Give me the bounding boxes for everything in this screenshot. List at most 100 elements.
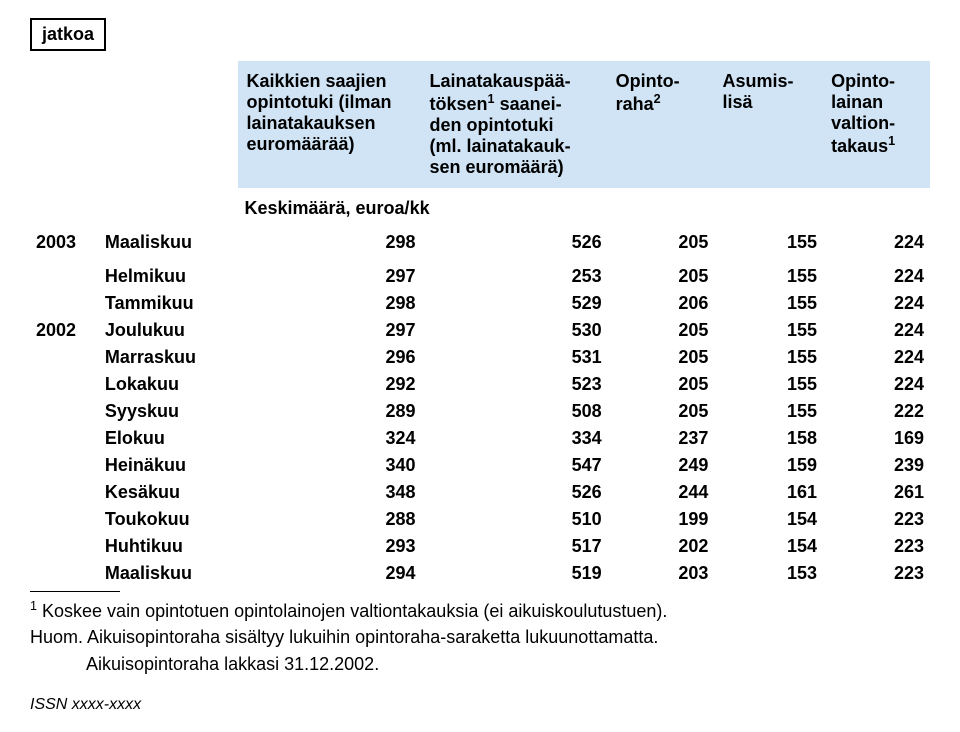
value-cell: 205 [608,344,715,371]
table-row: Kesäkuu348526244161261 [30,479,930,506]
value-cell: 155 [714,344,823,371]
footnote-separator [30,591,120,592]
value-cell: 237 [608,425,715,452]
value-cell: 531 [422,344,608,371]
value-cell: 261 [823,479,930,506]
year-cell [30,344,97,371]
value-cell: 294 [238,560,421,587]
value-cell: 288 [238,506,421,533]
value-cell: 224 [823,229,930,256]
value-cell: 199 [608,506,715,533]
year-cell [30,506,97,533]
table-row: Tammikuu298529206155224 [30,290,930,317]
data-table: Kaikkien saajien opintotuki (ilman laina… [30,61,930,587]
table-row: Syyskuu289508205155222 [30,398,930,425]
header-col3: Opinto- raha2 [608,61,715,188]
value-cell: 161 [714,479,823,506]
value-cell: 289 [238,398,421,425]
value-cell: 239 [823,452,930,479]
table-row: Huhtikuu293517202154223 [30,533,930,560]
table-row: Maaliskuu294519203153223 [30,560,930,587]
month-cell: Helmikuu [97,256,239,290]
value-cell: 529 [422,290,608,317]
header-col1: Kaikkien saajien opintotuki (ilman laina… [238,61,421,188]
value-cell: 244 [608,479,715,506]
header-col2: Lainatakauspää- töksen1 saanei- den opin… [422,61,608,188]
month-cell: Marraskuu [97,344,239,371]
value-cell: 224 [823,290,930,317]
value-cell: 205 [608,398,715,425]
value-cell: 206 [608,290,715,317]
value-cell: 297 [238,317,421,344]
value-cell: 223 [823,560,930,587]
value-cell: 526 [422,479,608,506]
value-cell: 340 [238,452,421,479]
value-cell: 224 [823,256,930,290]
value-cell: 159 [714,452,823,479]
value-cell: 523 [422,371,608,398]
average-row: Keskimäärä, euroa/kk [30,188,930,229]
value-cell: 517 [422,533,608,560]
value-cell: 223 [823,506,930,533]
year-cell [30,533,97,560]
year-cell [30,479,97,506]
month-cell: Syyskuu [97,398,239,425]
value-cell: 510 [422,506,608,533]
value-cell: 154 [714,506,823,533]
value-cell: 224 [823,371,930,398]
value-cell: 519 [422,560,608,587]
year-cell: 2002 [30,317,97,344]
year-cell [30,452,97,479]
value-cell: 155 [714,398,823,425]
year-cell [30,398,97,425]
table-row: Marraskuu296531205155224 [30,344,930,371]
value-cell: 205 [608,229,715,256]
value-cell: 224 [823,317,930,344]
value-cell: 155 [714,290,823,317]
header-blank-year [30,61,97,188]
header-col5: Opinto- lainan valtion- takaus1 [823,61,930,188]
table-row: Helmikuu297253205155224 [30,256,930,290]
value-cell: 297 [238,256,421,290]
continuation-badge: jatkoa [30,18,106,51]
year-cell [30,290,97,317]
average-label: Keskimäärä, euroa/kk [238,188,930,229]
footnotes: 1 Koskee vain opintotuen opintolainojen … [30,598,930,676]
value-cell: 253 [422,256,608,290]
header-col4: Asumis- lisä [714,61,823,188]
value-cell: 203 [608,560,715,587]
footnote-huom: Huom. Aikuisopintoraha sisältyy lukuihin… [30,625,930,649]
value-cell: 222 [823,398,930,425]
value-cell: 508 [422,398,608,425]
month-cell: Toukokuu [97,506,239,533]
footnote-huom-2: Aikuisopintoraha lakkasi 31.12.2002. [86,652,930,676]
value-cell: 292 [238,371,421,398]
table-row: 2002Joulukuu297530205155224 [30,317,930,344]
month-cell: Heinäkuu [97,452,239,479]
table-row: Lokakuu292523205155224 [30,371,930,398]
month-cell: Tammikuu [97,290,239,317]
value-cell: 169 [823,425,930,452]
value-cell: 296 [238,344,421,371]
value-cell: 205 [608,317,715,344]
year-cell [30,256,97,290]
year-cell [30,560,97,587]
value-cell: 155 [714,229,823,256]
value-cell: 526 [422,229,608,256]
month-cell: Lokakuu [97,371,239,398]
value-cell: 205 [608,371,715,398]
month-cell: Kesäkuu [97,479,239,506]
year-cell [30,425,97,452]
footnote-1: 1 Koskee vain opintotuen opintolainojen … [30,598,930,623]
value-cell: 223 [823,533,930,560]
issn: ISSN xxxx-xxxx [30,696,930,714]
month-cell: Elokuu [97,425,239,452]
value-cell: 202 [608,533,715,560]
value-cell: 155 [714,371,823,398]
table-row: Elokuu324334237158169 [30,425,930,452]
header-blank-month [97,61,239,188]
value-cell: 530 [422,317,608,344]
value-cell: 298 [238,290,421,317]
table-row: Toukokuu288510199154223 [30,506,930,533]
value-cell: 324 [238,425,421,452]
